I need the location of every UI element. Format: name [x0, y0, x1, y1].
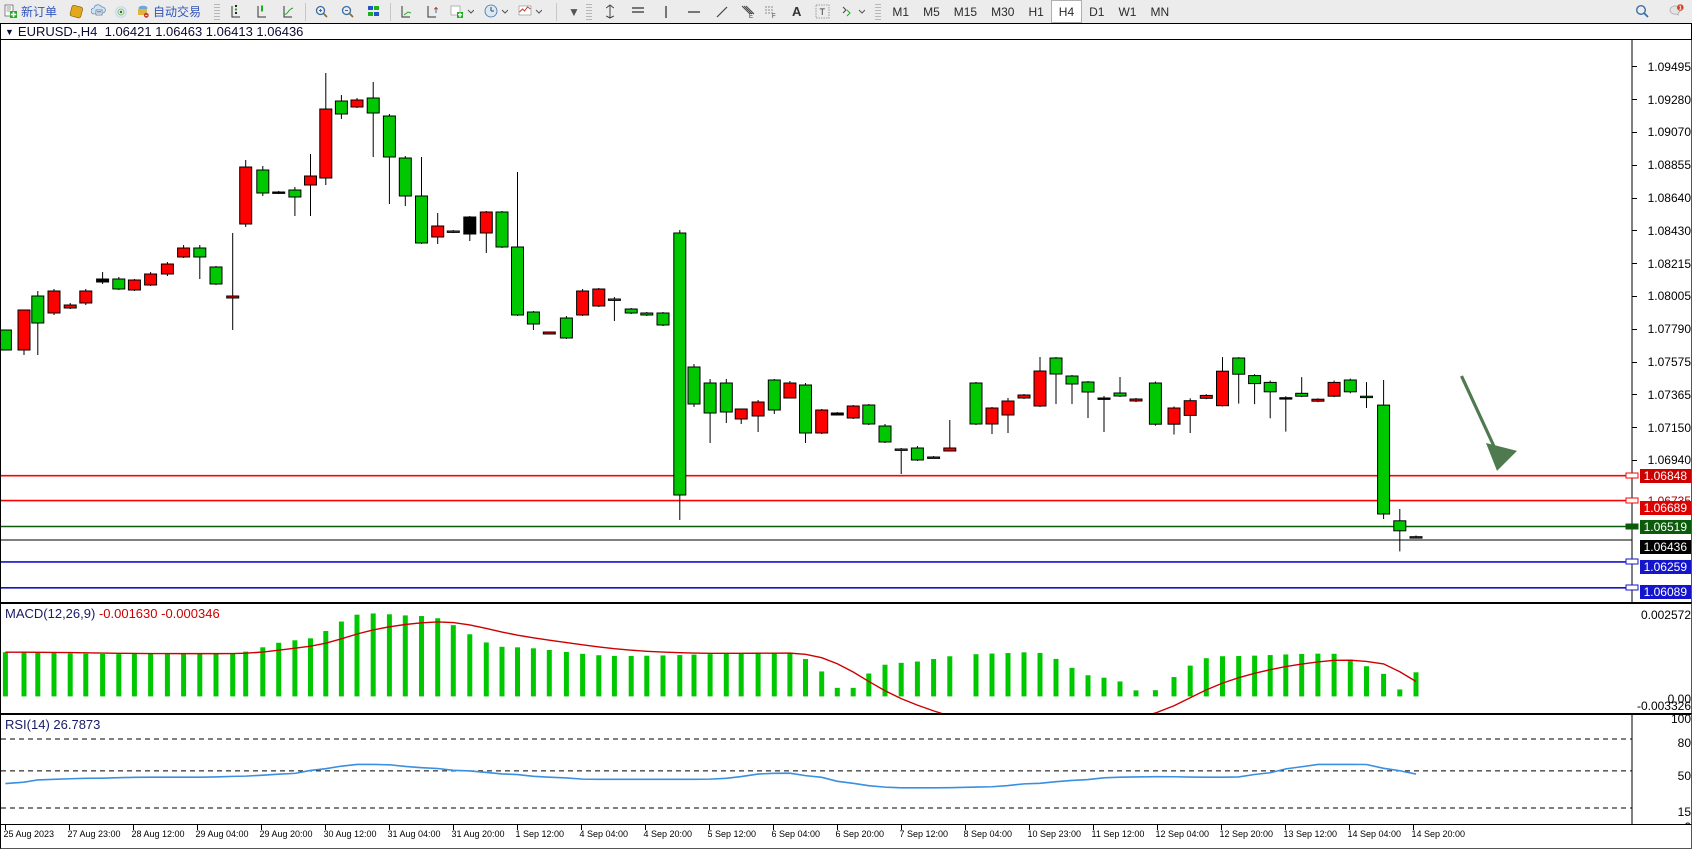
svg-text:F: F: [772, 14, 776, 20]
svg-text:▼: ▼: [568, 5, 580, 19]
svg-text:E: E: [749, 14, 753, 20]
svg-text:1: 1: [1679, 5, 1682, 11]
svg-text:T: T: [820, 7, 826, 17]
